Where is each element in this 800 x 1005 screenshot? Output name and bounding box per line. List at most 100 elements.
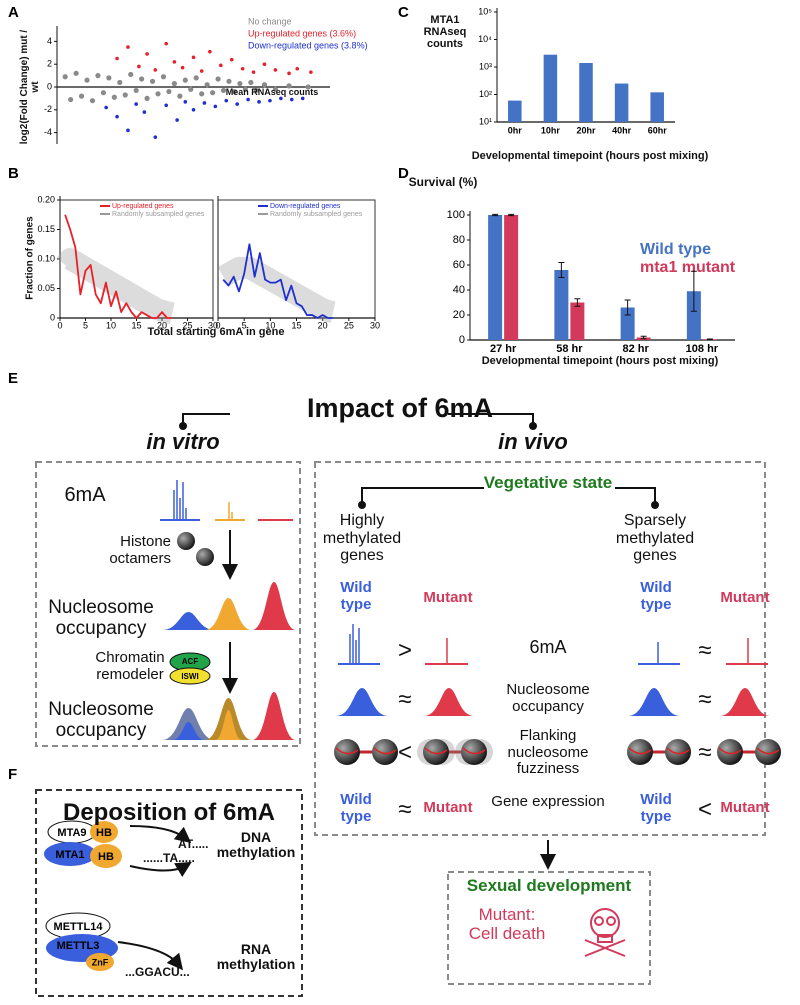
- cell: Wild type: [640, 791, 672, 825]
- point: [164, 41, 168, 46]
- point: [115, 114, 119, 119]
- panel-title: Deposition of 6mA: [62, 799, 275, 826]
- point: [171, 80, 177, 87]
- outcome-text: Mutant: Cell death: [468, 905, 546, 943]
- line: [222, 243, 334, 319]
- y-tick-label: 10⁵: [478, 6, 492, 16]
- occupancy-shape: [424, 688, 474, 716]
- point: [262, 62, 267, 66]
- nucleosome: [717, 739, 743, 765]
- panel-label: C: [398, 4, 409, 21]
- row-label: Nucleosome occupancy: [506, 681, 590, 715]
- occupancy-shape: [252, 692, 296, 740]
- bar: [543, 54, 558, 122]
- point: [172, 60, 177, 64]
- y-tick-label: -2: [44, 104, 52, 114]
- protein-label: METTL3: [57, 940, 100, 952]
- occupancy-shape: [205, 598, 252, 630]
- column-header: Wild type: [340, 579, 372, 613]
- dna-wrap: [462, 747, 486, 755]
- point: [224, 98, 229, 103]
- cell: Mutant: [423, 799, 473, 816]
- error-bar: [558, 262, 565, 278]
- occupancy-shape: [336, 688, 388, 716]
- x-tick-label: 25: [344, 320, 354, 330]
- point: [286, 83, 292, 89]
- panel-label: B: [8, 165, 19, 182]
- protein-label: ISWI: [181, 672, 198, 681]
- occupancy-shape: [720, 688, 770, 716]
- point: [242, 86, 248, 92]
- point: [182, 77, 188, 83]
- point: [268, 98, 272, 103]
- x-tick-label: 0: [215, 320, 220, 330]
- random-cloud: [56, 248, 179, 324]
- point: [235, 102, 239, 106]
- group-title: Highly methylated genes: [322, 512, 402, 565]
- dna-wrap: [424, 747, 448, 755]
- panel-f-diagram: [35, 789, 303, 997]
- x-axis-label: Total starting 6mA in gene: [147, 326, 285, 338]
- legend-label: No change: [248, 16, 292, 26]
- occupancy-shape: [252, 582, 296, 630]
- point: [166, 88, 172, 95]
- row-label: Histone octamers: [109, 533, 171, 567]
- point: [253, 87, 259, 94]
- point: [126, 128, 130, 133]
- point: [106, 75, 112, 81]
- dna-wrap: [373, 747, 397, 755]
- dna-wrap: [666, 747, 690, 755]
- row-label: Chromatin remodeler: [95, 649, 165, 683]
- point: [199, 69, 204, 73]
- y-tick-label: 0: [459, 334, 465, 346]
- point: [272, 86, 278, 92]
- process-label: RNA methylation: [216, 941, 296, 973]
- column-header: Wild type: [640, 579, 672, 613]
- point: [68, 96, 74, 103]
- column-header: Mutant: [423, 589, 473, 606]
- line: [64, 214, 173, 319]
- x-tick-label: 60hr: [648, 125, 668, 135]
- cell: Wild type: [340, 791, 372, 825]
- nucleosome: [334, 739, 360, 765]
- dna-wrap: [335, 747, 359, 755]
- x-tick-label: 25: [182, 320, 192, 330]
- point: [177, 93, 183, 99]
- point: [191, 55, 196, 60]
- point: [231, 88, 238, 95]
- point: [300, 96, 305, 101]
- state-title: Vegetative state: [483, 473, 613, 492]
- point: [117, 79, 123, 86]
- panel-e-branches: [35, 413, 766, 985]
- point: [305, 84, 311, 90]
- x-tick-label: 20: [318, 320, 328, 330]
- x-tick-label: 15: [291, 320, 301, 330]
- x-tick-label: 30: [370, 320, 380, 330]
- point: [213, 104, 218, 109]
- point: [279, 96, 283, 101]
- x-tick-label: 27 hr: [490, 343, 517, 355]
- point: [193, 75, 199, 81]
- x-axis-label: Mean RNAseq counts: [225, 87, 319, 97]
- point: [153, 68, 158, 72]
- point: [261, 82, 268, 88]
- point: [287, 71, 291, 76]
- y-tick-label: 10³: [479, 61, 492, 71]
- point: [246, 97, 250, 102]
- y-tick-label: 60: [453, 259, 465, 271]
- bar: [686, 291, 701, 340]
- point: [208, 49, 212, 54]
- y-tick-label: 80: [453, 234, 465, 246]
- x-tick-label: 40hr: [612, 125, 632, 135]
- y-tick-label: 4: [47, 36, 52, 46]
- y-tick-label: 0.15: [37, 224, 55, 234]
- point: [202, 101, 207, 105]
- x-tick-label: 20: [157, 320, 167, 330]
- point: [153, 135, 158, 139]
- point: [175, 118, 179, 122]
- legend-label: Down-regulated genes (3.8%): [248, 40, 368, 50]
- process-label: DNA methylation: [216, 829, 296, 861]
- sequence: AT.....: [178, 837, 209, 851]
